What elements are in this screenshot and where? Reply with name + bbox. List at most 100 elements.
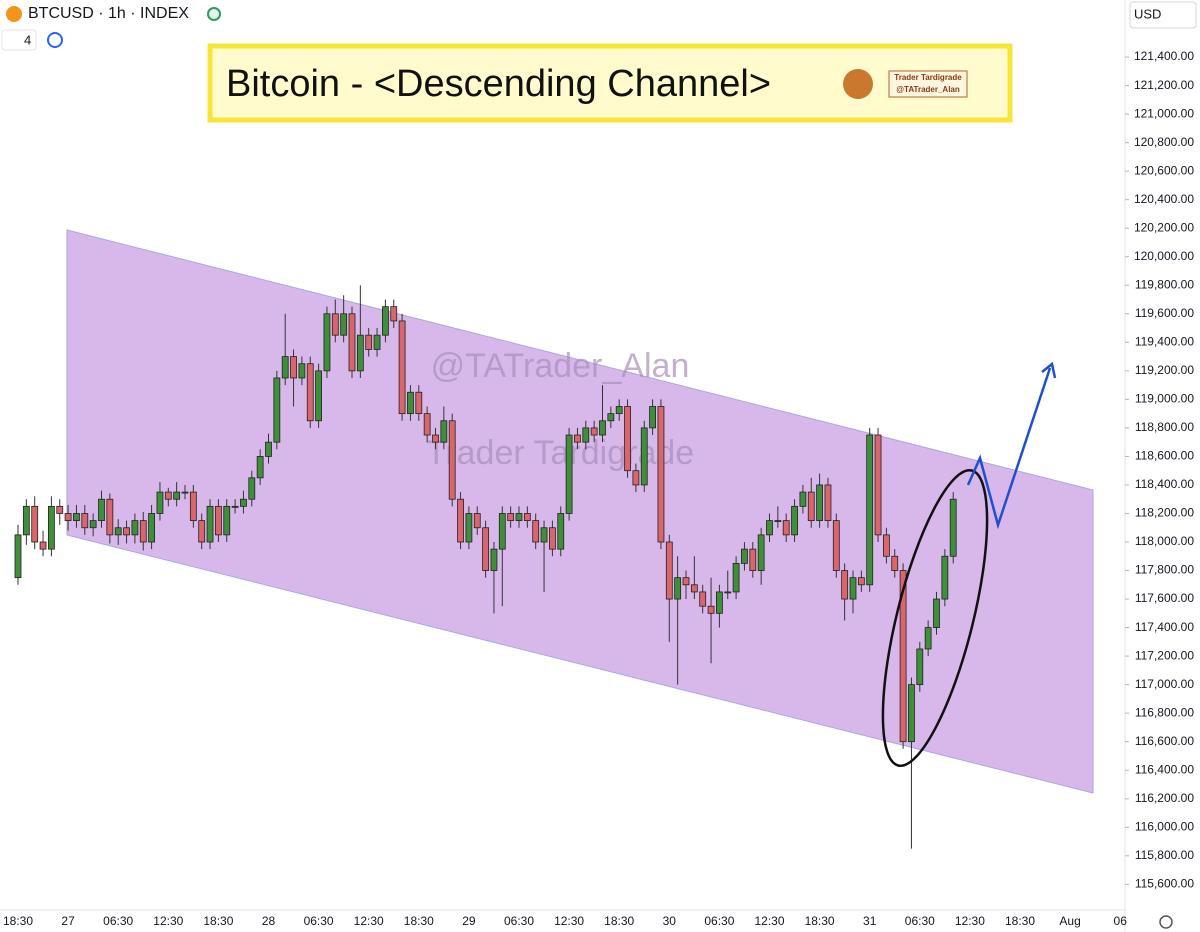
- x-tick-label: 06:30: [103, 914, 133, 928]
- y-tick-label: 120,800.00: [1134, 135, 1194, 149]
- y-tick-label: 116,000.00: [1135, 819, 1194, 833]
- chart-title: Bitcoin - <Descending Channel>: [226, 63, 771, 105]
- candle-body: [348, 313, 356, 372]
- refresh-icon[interactable]: [47, 32, 63, 48]
- candle-body: [240, 498, 247, 507]
- x-tick-label: 18:30: [203, 914, 233, 928]
- candle-body: [941, 555, 949, 600]
- y-tick-label: 119,600.00: [1135, 306, 1194, 320]
- x-tick-label: 18:30: [404, 914, 434, 928]
- candle-body: [131, 520, 139, 536]
- y-tick-label: 118,400.00: [1135, 477, 1194, 491]
- candle-body: [381, 306, 389, 336]
- logo-icon: [843, 69, 873, 99]
- y-tick-label: 117,200.00: [1135, 648, 1194, 662]
- y-tick-label: 116,800.00: [1135, 705, 1194, 719]
- candle-body: [365, 334, 373, 350]
- candle-body: [933, 598, 940, 628]
- candle-body: [507, 513, 515, 522]
- watermark: @TATrader_Alan: [431, 347, 690, 385]
- candle-body: [39, 541, 47, 550]
- y-tick-label: 115,600.00: [1135, 876, 1194, 890]
- x-tick-label: 06:30: [905, 914, 935, 928]
- candle-body: [490, 548, 498, 571]
- candle-body: [156, 491, 164, 514]
- x-tick-label: 12:30: [554, 914, 584, 928]
- candle-body: [716, 591, 723, 614]
- candle-body: [674, 577, 682, 600]
- candle-body: [48, 505, 55, 550]
- projection-arrow: [966, 367, 1052, 530]
- candle-body: [440, 420, 448, 443]
- candle-body: [774, 520, 782, 523]
- candle-body: [14, 534, 22, 579]
- x-tick-label: 18:30: [805, 914, 835, 928]
- candle-body: [532, 520, 540, 543]
- indicator-toggle[interactable]: [1, 29, 37, 51]
- x-tick-label: 18:30: [3, 914, 33, 928]
- candle-body: [498, 513, 506, 550]
- title-box: [207, 43, 1013, 123]
- y-tick-label: 117,000.00: [1135, 677, 1194, 691]
- y-tick-label: 118,200.00: [1135, 506, 1194, 520]
- candle-body: [189, 491, 197, 522]
- candle-body: [265, 441, 272, 457]
- x-tick-label: 06:30: [504, 914, 534, 928]
- symbol: BTCUSD · 1h · INDEX: [28, 5, 189, 22]
- candle-body: [523, 513, 531, 522]
- candle-body: [782, 520, 790, 536]
- candle-body: [649, 406, 656, 429]
- candle-body: [64, 513, 72, 522]
- settings-icon[interactable]: [1159, 915, 1173, 929]
- candle-body: [390, 306, 398, 322]
- logo-text: Trader Tardigrade: [894, 73, 962, 82]
- candle-body: [256, 456, 264, 479]
- y-tick-label: 119,800.00: [1135, 277, 1194, 291]
- candle-body: [540, 527, 548, 543]
- candle-body: [273, 377, 281, 443]
- candle-body: [290, 356, 297, 379]
- candle-body: [306, 363, 314, 422]
- candle-body: [615, 406, 623, 415]
- candle-body: [248, 477, 256, 500]
- candle-body: [98, 498, 105, 522]
- candle-body: [707, 605, 715, 614]
- candle-body: [323, 313, 331, 372]
- candle-body: [891, 555, 899, 571]
- watermark: Trader Tardigrade: [426, 434, 694, 472]
- candle-body: [206, 505, 214, 543]
- candle-body: [423, 413, 431, 436]
- candle-body: [632, 470, 640, 486]
- candle-body: [173, 491, 181, 500]
- candle-body: [432, 434, 439, 443]
- candle-body: [565, 434, 573, 514]
- y-tick-label: 117,800.00: [1135, 563, 1194, 577]
- candle-body: [298, 363, 306, 379]
- channel: [66, 229, 1094, 794]
- candle-body: [315, 370, 323, 422]
- candle-body: [515, 513, 523, 522]
- candle-body: [824, 484, 832, 522]
- candle-body: [857, 577, 865, 586]
- y-tick-label: 115,800.00: [1135, 848, 1194, 862]
- x-tick-label: 30: [663, 914, 677, 928]
- candle-body: [457, 498, 464, 543]
- candle-body: [866, 434, 874, 586]
- x-tick-label: 06:30: [704, 914, 734, 928]
- candle-body: [874, 434, 882, 536]
- candle-body: [599, 420, 606, 436]
- arrow-head: [1041, 361, 1057, 379]
- candle-body: [849, 577, 857, 600]
- candle-body: [757, 534, 765, 571]
- candle-body: [832, 520, 840, 571]
- y-tick-label: 120,400.00: [1134, 192, 1194, 206]
- candle-body: [22, 505, 30, 536]
- y-tick-label: 118,600.00: [1135, 449, 1194, 463]
- candle-body: [766, 520, 773, 536]
- candle-body: [791, 505, 798, 536]
- currency-button[interactable]: [1129, 1, 1197, 29]
- candle-body: [331, 313, 339, 336]
- candle-body: [949, 498, 957, 557]
- candle-body: [214, 505, 222, 536]
- candle-body: [340, 313, 348, 336]
